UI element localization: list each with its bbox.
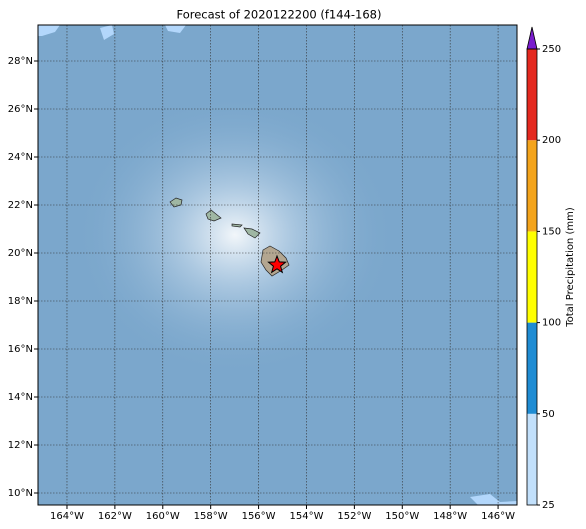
chart-title: Forecast of 2020122200 (f144-168) (177, 8, 382, 22)
x-tick-label: 146°W (481, 511, 515, 522)
grid (38, 25, 517, 505)
x-tick-label: 164°W (50, 511, 84, 522)
location-marker (267, 254, 287, 274)
colorbar-label: Total Precipitation (mm) (565, 207, 576, 328)
y-tick-label: 24°N (8, 152, 33, 163)
island (231, 223, 243, 228)
map-frame (37, 24, 518, 506)
colorbar-tick-label: 250 (542, 44, 561, 55)
map-area (38, 25, 517, 505)
land-patch (100, 25, 114, 40)
x-tick-label: 160°W (146, 511, 180, 522)
y-tick-label: 10°N (8, 488, 33, 499)
x-tick-label: 156°W (242, 511, 276, 522)
x-tick-label: 162°W (98, 511, 132, 522)
y-tick-label: 12°N (8, 440, 33, 451)
colorbar-frame (526, 48, 538, 506)
colorbar-tick-label: 200 (542, 135, 561, 146)
x-tick-label: 152°W (337, 511, 371, 522)
land-patch (470, 494, 517, 505)
x-tick-label: 154°W (289, 511, 323, 522)
land-patches (38, 25, 517, 505)
colorbar-segment (527, 231, 537, 323)
precip-glow (75, 95, 395, 375)
land-patch (165, 25, 186, 33)
y-tick-label: 14°N (8, 392, 33, 403)
island (243, 227, 261, 239)
x-tick-label: 148°W (433, 511, 467, 522)
colorbar: 25 50 100 150 200 250 (526, 26, 561, 511)
land-patch (38, 25, 60, 36)
colorbar-segment (527, 140, 537, 232)
ticks: 164°W 162°W 160°W 158°W 156°W 154°W 152°W 150°W… (8, 56, 515, 522)
colorbar-segment (527, 49, 537, 141)
colorbar-tick-label: 50 (542, 409, 555, 420)
y-tick-label: 16°N (8, 344, 33, 355)
colorbar-segment (527, 413, 537, 505)
y-tick-label: 20°N (8, 248, 33, 259)
y-tick-label: 18°N (8, 296, 33, 307)
marker-layer (267, 254, 287, 274)
colorbar-tick-label: 150 (542, 226, 561, 237)
y-tick-label: 28°N (8, 56, 33, 67)
colorbar-tick-label: 25 (542, 500, 555, 511)
y-tick-label: 26°N (8, 104, 33, 115)
x-tick-label: 158°W (194, 511, 228, 522)
colorbar-tick-label: 100 (542, 318, 561, 329)
colorbar-extension (526, 26, 538, 50)
island (205, 209, 222, 222)
x-tick-label: 150°W (385, 511, 419, 522)
colorbar-segment (527, 322, 537, 414)
y-tick-label: 22°N (8, 200, 33, 211)
